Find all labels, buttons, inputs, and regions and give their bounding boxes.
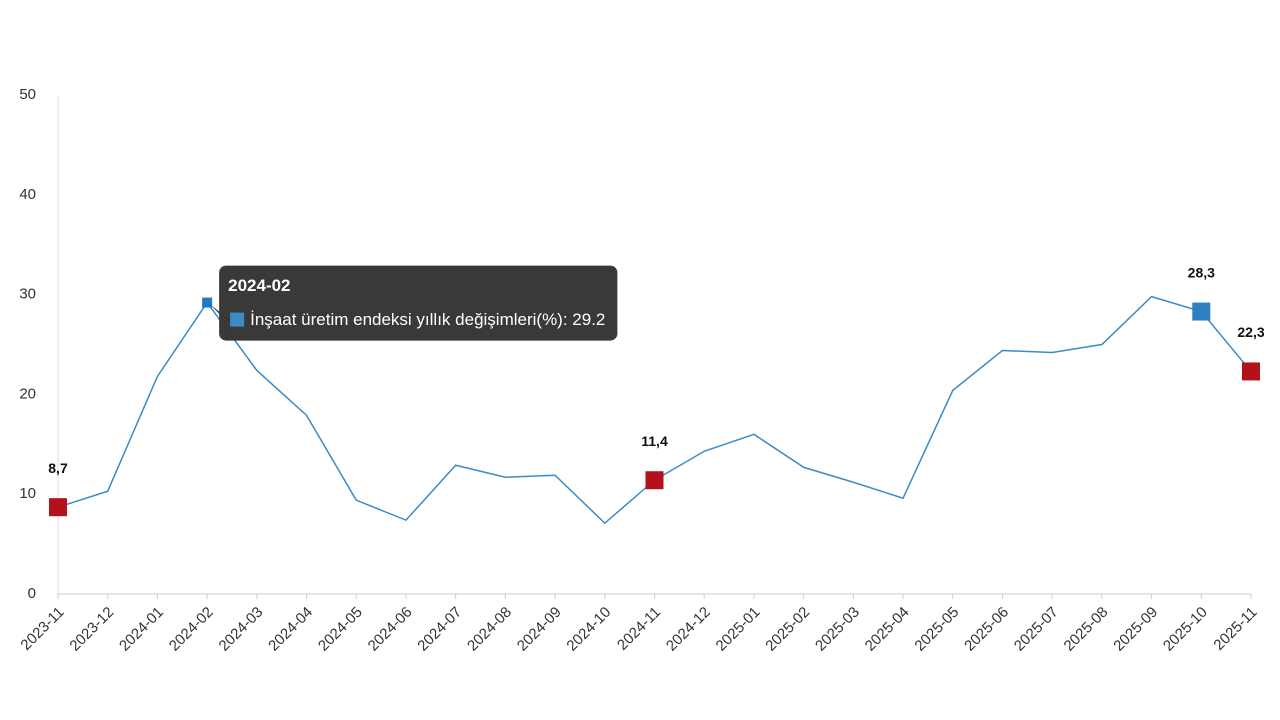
x-tick-label: 2024-11: [614, 604, 664, 654]
x-tick-label: 2025-08: [1061, 604, 1112, 655]
x-tick-label: 2025-03: [812, 604, 863, 655]
tooltip: 2024-02 İnşaat üretim endeksi yıllık deği…: [210, 265, 618, 341]
y-tick-label: 0: [28, 585, 36, 602]
x-tick-label: 2025-04: [862, 604, 913, 655]
data-label: 28,3: [1188, 264, 1215, 280]
point-marker: [645, 471, 664, 490]
x-tick-label: 2025-11: [1210, 604, 1260, 654]
x-tick-label: 2024-12: [663, 604, 714, 655]
data-label: 11,4: [641, 433, 668, 449]
y-tick-label: 20: [19, 385, 36, 402]
x-tick-label: 2024-05: [315, 604, 366, 655]
x-tick-label: 2025-09: [1110, 604, 1161, 655]
x-tick-label: 2024-10: [563, 604, 614, 655]
x-tick-label: 2025-10: [1160, 604, 1211, 655]
tooltip-title: 2024-02: [228, 276, 290, 295]
point-marker: [49, 498, 67, 517]
point-marker: [1192, 302, 1211, 321]
x-tick-label: 2025-01: [713, 604, 764, 655]
tooltip-text: İnşaat üretim endeksi yıllık değişimleri…: [250, 310, 605, 329]
x-tick-label: 2024-01: [116, 604, 167, 655]
x-tick-label: 2025-07: [1011, 604, 1062, 655]
x-tick-label: 2024-08: [464, 604, 515, 655]
x-tick-label: 2024-04: [265, 604, 316, 655]
point-marker: [202, 297, 213, 308]
point-marker: [1242, 362, 1260, 381]
x-tick-label: 2023-12: [66, 604, 117, 655]
x-tick-label: 2024-02: [166, 604, 217, 655]
x-tick-label: 2025-06: [961, 604, 1012, 655]
x-tick-label: 2023-11: [17, 604, 67, 654]
y-tick-label: 10: [19, 485, 36, 502]
x-tick-label: 2024-03: [216, 604, 267, 655]
tooltip-box: [219, 265, 618, 341]
x-tick-label: 2025-05: [911, 604, 962, 655]
y-tick-label: 30: [19, 286, 36, 303]
y-tick-label: 40: [19, 186, 36, 203]
x-tick-label: 2024-09: [514, 604, 565, 655]
y-tick-label: 50: [19, 86, 36, 103]
x-tick-label: 2025-02: [762, 604, 813, 655]
data-label: 8,7: [48, 460, 68, 476]
data-label: 22,3: [1237, 324, 1264, 340]
x-tick-label: 2024-06: [365, 604, 416, 655]
x-tick-label: 2024-07: [414, 604, 465, 655]
tooltip-swatch: [230, 312, 245, 327]
